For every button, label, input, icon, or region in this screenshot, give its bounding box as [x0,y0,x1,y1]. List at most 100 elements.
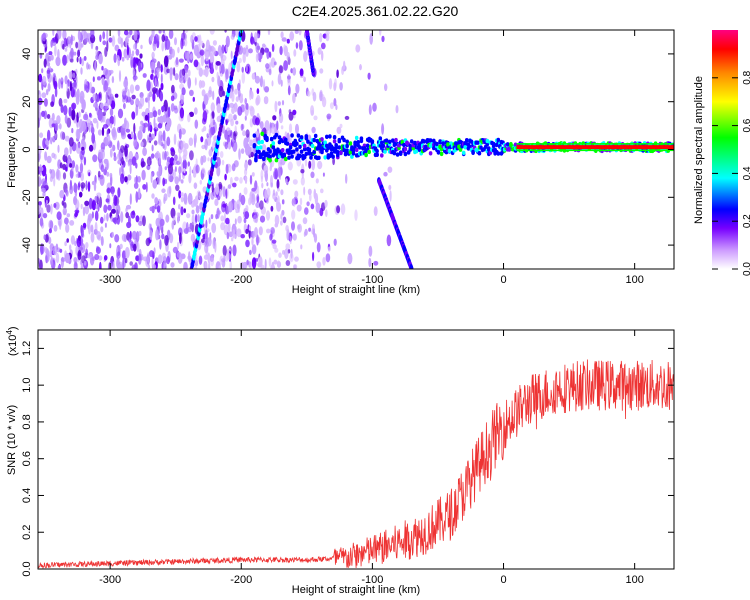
noise-speck [240,123,244,131]
noise-speck [117,140,120,151]
noise-speck [113,53,117,63]
noise-speck [165,124,171,132]
noise-speck [287,161,293,171]
noise-speck [121,88,127,96]
tone-cell [435,141,439,147]
noise-speck [178,204,181,210]
noise-speck [40,243,44,256]
noise-speck [62,172,67,180]
noise-speck [63,98,68,104]
noise-speck [209,30,215,35]
noise-speck [75,128,80,139]
noise-speck [71,109,76,121]
noise-speck [256,88,260,95]
noise-speck [194,36,198,42]
noise-speck [105,198,110,203]
noise-speck [66,213,71,218]
noise-speck [256,234,259,246]
tone-cell [323,140,328,145]
noise-speck [69,184,74,195]
snr-line [37,359,675,570]
noise-speck [62,54,68,66]
noise-speck [164,150,167,160]
noise-speck [274,100,278,113]
noise-speck [327,246,331,252]
noise-speck [265,63,270,69]
noise-speck [187,113,191,123]
noise-speck [66,54,69,63]
noise-speck [49,220,54,230]
tone-cell [387,139,392,144]
noise-speck [99,261,102,269]
noise-speck [333,98,337,107]
noise-speck [71,128,74,134]
noise-speck [325,33,330,42]
tone-cell [312,149,317,155]
noise-speck [293,49,297,57]
tone-cell [309,155,313,160]
noise-speck [235,120,239,125]
noise-speck [230,176,233,186]
noise-speck [276,261,282,268]
noise-speck [169,67,174,76]
noise-speck [120,130,127,140]
noise-speck [132,43,137,50]
noise-speck [146,79,151,92]
noise-speck [189,222,193,230]
noise-speck [333,238,337,246]
tone-cell [320,137,324,142]
noise-speck [157,254,163,264]
spectrogram-heatmap [38,30,674,269]
noise-speck [54,45,57,57]
noise-speck [274,168,278,180]
tone-cell [291,149,296,154]
noise-speck [57,49,60,61]
noise-speck [87,181,91,192]
noise-speck [49,168,52,174]
noise-speck [64,241,67,247]
noise-speck [129,261,133,266]
noise-speck [249,174,253,185]
noise-speck [46,67,51,80]
noise-speck [140,161,146,168]
noise-speck [39,132,44,138]
noise-speck [103,67,108,76]
noise-speck [264,86,270,93]
noise-speck [93,181,97,192]
tone-cell [282,152,287,157]
noise-speck [111,35,116,47]
noise-speck [75,164,79,173]
noise-speck [78,171,82,178]
tone-cell [276,149,280,154]
noise-speck [39,164,42,177]
x-tick-label: -200 [230,274,252,286]
noise-speck [270,126,276,134]
noise-speck [211,222,217,234]
noise-speck [97,76,101,81]
noise-speck [120,173,125,185]
noise-speck [161,188,166,193]
tone-cell [356,140,361,145]
noise-speck [44,139,50,146]
tone-cell [255,145,260,151]
noise-speck [248,228,251,239]
noise-speck [204,242,209,254]
noise-speck [250,193,256,206]
tone-cell [290,154,294,159]
noise-speck [97,170,101,178]
noise-speck [183,192,188,205]
noise-speck [233,131,237,141]
snr-y-label: SNR (10 * v/v) [6,405,18,475]
noise-speck [245,47,249,57]
noise-speck [291,221,295,231]
noise-speck [191,209,195,215]
noise-speck [111,191,114,197]
noise-speck [232,182,237,188]
noise-speck [178,227,183,237]
noise-speck [159,218,165,227]
noise-speck [180,196,184,203]
noise-speck [110,186,115,195]
noise-speck [225,119,228,126]
noise-speck [79,191,83,198]
tone-cell [461,150,466,155]
